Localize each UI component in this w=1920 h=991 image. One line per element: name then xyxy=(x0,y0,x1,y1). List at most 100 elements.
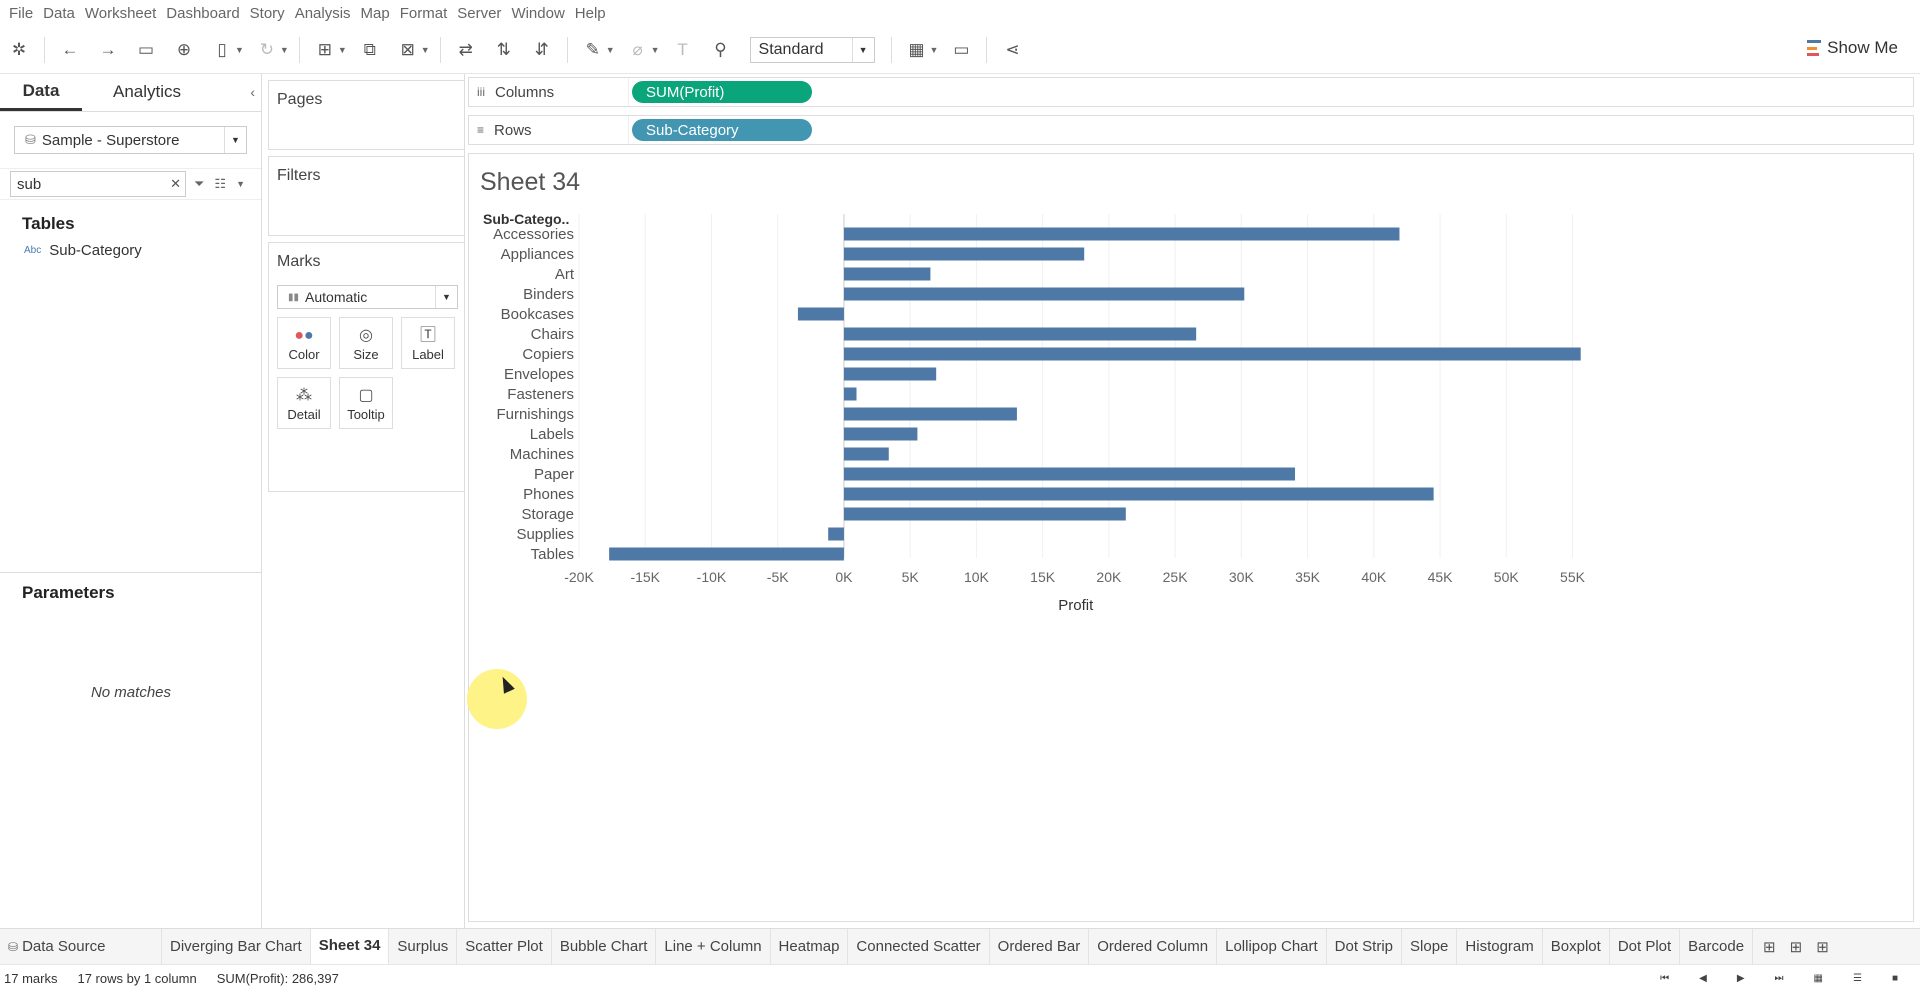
bar[interactable] xyxy=(797,307,844,321)
menu-file[interactable]: File xyxy=(9,4,34,22)
collapse-icon[interactable]: ‹ xyxy=(250,84,255,100)
fit-select[interactable]: Standard ▼ xyxy=(749,36,875,63)
bar[interactable] xyxy=(843,507,1126,521)
bar[interactable] xyxy=(843,287,1245,301)
tab-dot-strip[interactable]: Dot Strip xyxy=(1327,928,1403,965)
tooltip-button[interactable]: ▢ Tooltip xyxy=(339,377,393,429)
menu-server[interactable]: Server xyxy=(457,4,502,22)
caret-icon[interactable]: ▼ xyxy=(929,44,939,55)
last-sheet-icon[interactable]: ⏭ xyxy=(1774,972,1784,984)
refresh-icon[interactable]: ↻ xyxy=(259,39,275,59)
tab-ordered-column[interactable]: Ordered Column xyxy=(1089,928,1218,965)
menu-format[interactable]: Format xyxy=(399,4,448,22)
clear-icon[interactable]: ✕ xyxy=(170,176,181,191)
bar[interactable] xyxy=(843,247,1085,261)
new-dashboard-icon[interactable]: ⊞ xyxy=(1789,938,1803,956)
tab-dot-plot[interactable]: Dot Plot xyxy=(1610,928,1681,965)
caret-icon[interactable]: ▼ xyxy=(235,44,244,55)
datasource-select[interactable]: ⛁ Sample - Superstore ▼ xyxy=(14,126,247,154)
chevron-down-icon[interactable]: ▼ xyxy=(236,179,245,189)
bar[interactable] xyxy=(843,367,937,381)
first-sheet-icon[interactable]: ⏮ xyxy=(1660,972,1670,984)
swap-rows-columns-icon[interactable]: ⇄ xyxy=(458,39,473,59)
sort-descending-icon[interactable]: ⇵ xyxy=(534,39,549,59)
rows-pill[interactable]: Sub-Category xyxy=(632,119,812,141)
bar[interactable] xyxy=(843,387,857,401)
grid-view-icon[interactable]: ▦ xyxy=(1813,972,1823,984)
caret-icon[interactable]: ▼ xyxy=(279,44,289,55)
pause-updates-icon[interactable]: ▯ xyxy=(217,39,227,59)
new-story-icon[interactable]: ⊞ xyxy=(1816,938,1829,956)
field-sub-category[interactable]: Abc Sub-Category xyxy=(0,242,261,259)
menu-dashboard[interactable]: Dashboard xyxy=(166,4,240,22)
tab-ordered-bar[interactable]: Ordered Bar xyxy=(990,928,1090,965)
tab-boxplot[interactable]: Boxplot xyxy=(1543,928,1610,965)
tab-barcode[interactable]: Barcode xyxy=(1680,928,1754,965)
tab-surplus[interactable]: Surplus xyxy=(389,928,458,965)
share-icon[interactable]: ⋖ xyxy=(1005,39,1020,59)
caret-icon[interactable]: ▼ xyxy=(337,44,347,55)
tab-lollipop-chart[interactable]: Lollipop Chart xyxy=(1217,928,1327,965)
undo-icon[interactable]: ← xyxy=(61,39,79,59)
new-datasource-icon[interactable]: ⊕ xyxy=(176,39,192,59)
tab-diverging-bar-chart[interactable]: Diverging Bar Chart xyxy=(162,928,311,965)
bar[interactable] xyxy=(843,467,1296,481)
menu-help[interactable]: Help xyxy=(574,4,606,22)
menu-story[interactable]: Story xyxy=(249,4,285,22)
menu-analysis[interactable]: Analysis xyxy=(294,4,351,22)
prev-sheet-icon[interactable]: ◀ xyxy=(1699,972,1707,984)
filter-icon[interactable]: ⏷ xyxy=(194,176,205,191)
caret-icon[interactable]: ▼ xyxy=(605,44,615,55)
bar[interactable] xyxy=(609,547,844,561)
bar[interactable] xyxy=(843,407,1017,421)
caret-icon[interactable]: ▼ xyxy=(650,44,660,55)
sort-ascending-icon[interactable]: ⇅ xyxy=(496,39,511,59)
duplicate-sheet-icon[interactable]: ⧉ xyxy=(363,39,376,59)
show-me-button[interactable]: Show Me xyxy=(1807,38,1898,58)
mark-type-select[interactable]: ▮▮ Automatic ▼ xyxy=(277,285,458,309)
clear-sheet-icon[interactable]: ⊠ xyxy=(400,39,415,59)
group-members-icon[interactable]: ⌀ xyxy=(632,39,643,59)
search-input[interactable]: sub ✕ xyxy=(10,171,186,197)
view-options-icon[interactable]: ☷ xyxy=(214,176,227,191)
bar[interactable] xyxy=(843,487,1434,501)
tab-bubble-chart[interactable]: Bubble Chart xyxy=(552,928,657,965)
tab-connected-scatter[interactable]: Connected Scatter xyxy=(848,928,990,965)
presentation-mode-icon[interactable]: ▭ xyxy=(953,39,970,59)
caret-icon[interactable]: ▼ xyxy=(420,44,430,55)
tab-line-column[interactable]: Line + Column xyxy=(656,928,771,965)
bar[interactable] xyxy=(843,327,1197,341)
tab-data-source[interactable]: ⛁ Data Source xyxy=(0,928,162,965)
save-icon[interactable]: ▭ xyxy=(137,39,155,59)
show-mark-labels-icon[interactable]: T xyxy=(677,39,688,59)
columns-pill[interactable]: SUM(Profit) xyxy=(632,81,812,103)
tab-sheet-34[interactable]: Sheet 34 xyxy=(310,928,390,965)
list-view-icon[interactable]: ☰ xyxy=(1852,972,1862,984)
highlight-icon[interactable]: ✎ xyxy=(585,39,600,59)
tab-histogram[interactable]: Histogram xyxy=(1457,928,1543,965)
tab-heatmap[interactable]: Heatmap xyxy=(771,928,849,965)
menu-window[interactable]: Window xyxy=(511,4,565,22)
next-sheet-icon[interactable]: ▶ xyxy=(1736,972,1745,984)
bar[interactable] xyxy=(843,347,1581,361)
bar[interactable] xyxy=(828,527,844,541)
tab-scatter-plot[interactable]: Scatter Plot xyxy=(457,928,552,965)
fix-axes-icon[interactable]: ⚲ xyxy=(714,39,727,59)
bar[interactable] xyxy=(843,427,918,441)
menu-data[interactable]: Data xyxy=(43,4,75,22)
tab-slope[interactable]: Slope xyxy=(1402,928,1458,965)
menu-worksheet[interactable]: Worksheet xyxy=(84,4,157,22)
show-cards-icon[interactable]: ▦ xyxy=(908,39,925,59)
new-worksheet-icon[interactable]: ⊞ xyxy=(1763,938,1776,956)
filmstrip-view-icon[interactable]: ■ xyxy=(1891,972,1898,984)
bar[interactable] xyxy=(843,227,1400,241)
new-worksheet-icon[interactable]: ⊞ xyxy=(317,39,332,59)
pages-card[interactable]: Pages xyxy=(268,80,465,150)
label-button[interactable]: 🅃 Label xyxy=(401,317,455,369)
tableau-logo-icon[interactable]: ✲ xyxy=(11,39,27,59)
tab-data[interactable]: Data xyxy=(0,73,82,111)
filters-card[interactable]: Filters xyxy=(268,156,465,236)
tab-analytics[interactable]: Analytics xyxy=(112,82,182,101)
color-button[interactable]: ●● Color xyxy=(277,317,331,369)
bar[interactable] xyxy=(843,267,931,281)
